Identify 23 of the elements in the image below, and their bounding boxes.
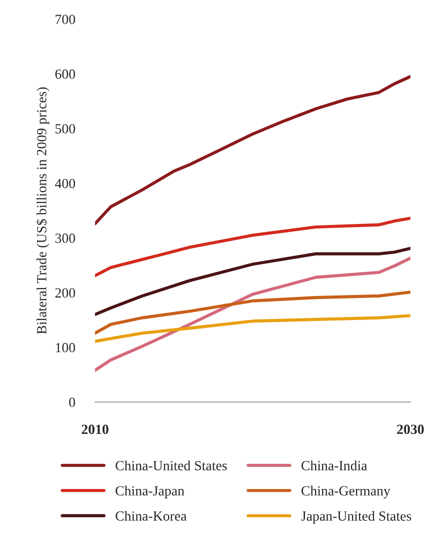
y-tick-label: 100 bbox=[56, 342, 76, 352]
line-series bbox=[95, 216, 410, 278]
legend-label: Japan-United States bbox=[301, 510, 412, 524]
line-series bbox=[95, 256, 410, 372]
x-tick-label: 2010 bbox=[82, 424, 108, 434]
line-series bbox=[95, 314, 410, 343]
legend-label: China-India bbox=[301, 460, 368, 470]
legend-label: China-United States bbox=[116, 460, 227, 470]
y-tick-label: 400 bbox=[55, 178, 76, 188]
y-tick-label: 300 bbox=[55, 234, 76, 243]
y-tick-label: 0 bbox=[69, 398, 76, 407]
y-tick-label: 600 bbox=[55, 69, 76, 79]
line-series bbox=[95, 246, 410, 316]
y-axis-title: Bilateral Trade (US$ billions in 2009 prices) bbox=[36, 87, 50, 334]
line-series bbox=[95, 75, 410, 226]
x-tick-label: 2030 bbox=[397, 424, 424, 434]
legend-label: China-Japan bbox=[116, 486, 184, 498]
legend-label: China-Germany bbox=[301, 486, 390, 498]
legend-label: China-Korea bbox=[116, 510, 187, 521]
line-series bbox=[95, 290, 410, 335]
y-tick-label: 500 bbox=[56, 124, 76, 134]
y-tick-label: 700 bbox=[56, 14, 76, 24]
y-tick-label: 200 bbox=[55, 288, 76, 298]
